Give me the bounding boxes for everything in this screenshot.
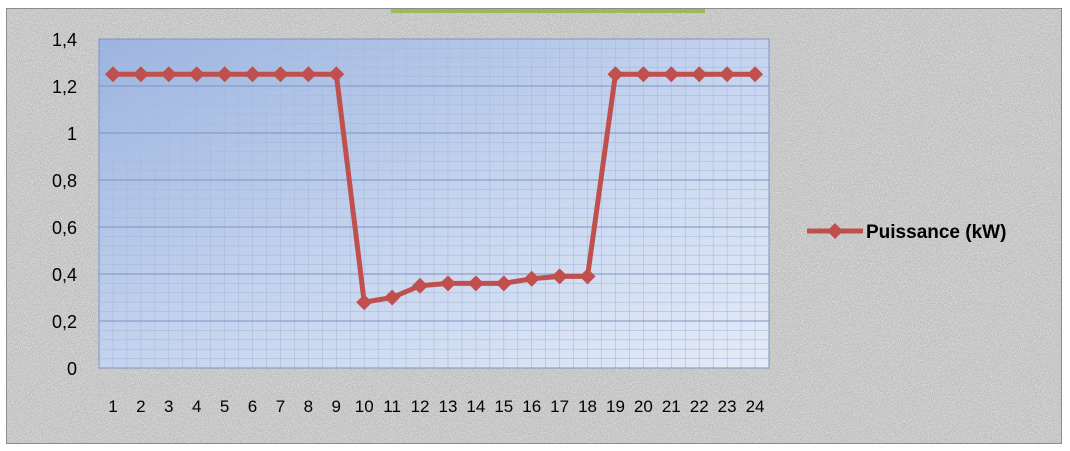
y-tick-label: 0: [67, 359, 77, 379]
x-tick-label: 12: [411, 397, 430, 416]
x-tick-label: 21: [662, 397, 681, 416]
x-tick-label: 13: [438, 397, 457, 416]
x-tick-label: 22: [690, 397, 709, 416]
x-tick-label: 24: [746, 397, 765, 416]
series-layer: [104, 66, 764, 311]
data-point-marker: [747, 66, 764, 83]
data-point-marker: [551, 268, 568, 285]
chart-frame: 0 0,2 0,4 0,6 0,8 1 1,2 1,4 1 2 3 4 5 6 7 8 9 10 11 12 13 14…: [6, 8, 1062, 444]
line-chart: 00,20,40,60,811,21,4 1 2 3 4 5 6 7 8 9 10 11 12 13 14…: [52, 30, 1006, 416]
y-tick-label: 1: [67, 124, 77, 144]
x-tick-label: 17: [550, 397, 569, 416]
data-point-marker: [104, 66, 121, 83]
data-point-marker: [663, 66, 680, 83]
x-tick-label: 15: [494, 397, 513, 416]
data-point-marker: [579, 268, 596, 285]
y-tick-label: 0,8: [52, 171, 77, 191]
x-axis: 1 2 3 4 5 6 7 8 9 10 11 12 13 14 15 16 17 18 19 20 21 22 23 24: [108, 397, 764, 416]
data-point-marker: [216, 66, 233, 83]
x-tick-label: 2: [136, 397, 145, 416]
x-tick-label: 11: [383, 397, 401, 416]
y-tick-label: 0,6: [52, 218, 77, 238]
data-point-marker: [691, 66, 708, 83]
y-tick-label: 1,4: [52, 30, 77, 50]
x-tick-label: 4: [192, 397, 201, 416]
y-tick-label: 0,4: [52, 265, 77, 285]
y-tick-label: 0,2: [52, 312, 77, 332]
x-tick-label: 14: [466, 397, 485, 416]
data-point-marker: [160, 66, 177, 83]
x-tick-label: 6: [248, 397, 257, 416]
x-tick-label: 1: [108, 397, 117, 416]
data-point-marker: [635, 66, 652, 83]
data-point-marker: [607, 66, 624, 83]
data-point-marker: [439, 275, 456, 292]
major-grid: [99, 38, 769, 369]
legend-label: Puissance (kW): [866, 222, 1006, 243]
x-tick-label: 19: [606, 397, 625, 416]
data-point-marker: [384, 289, 401, 306]
legend: Puissance (kW): [807, 222, 1006, 243]
data-point-marker: [244, 66, 261, 83]
data-point-marker: [132, 66, 149, 83]
data-point-marker: [495, 275, 512, 292]
y-tick-label: 1,2: [52, 77, 77, 97]
x-tick-label: 3: [164, 397, 173, 416]
data-point-marker: [719, 66, 736, 83]
data-point-marker: [467, 275, 484, 292]
legend-marker: [827, 223, 843, 239]
data-point-marker: [523, 270, 540, 287]
x-tick-label: 10: [355, 397, 374, 416]
x-tick-label: 5: [220, 397, 229, 416]
y-axis: 0 0,2 0,4 0,6 0,8 1 1,2 1,4: [52, 30, 77, 379]
x-tick-label: 9: [332, 397, 341, 416]
data-point-marker: [300, 66, 317, 83]
x-tick-label: 23: [718, 397, 737, 416]
top-accent-strip: [391, 9, 705, 13]
data-point-marker: [328, 66, 345, 83]
x-tick-label: 18: [578, 397, 597, 416]
x-tick-label: 7: [276, 397, 285, 416]
minor-grid: [99, 39, 769, 368]
x-tick-label: 16: [522, 397, 541, 416]
data-point-marker: [272, 66, 289, 83]
data-point-marker: [412, 277, 429, 294]
data-point-marker: [188, 66, 205, 83]
data-point-marker: [356, 294, 373, 311]
x-tick-label: 8: [304, 397, 313, 416]
x-tick-label: 20: [634, 397, 653, 416]
